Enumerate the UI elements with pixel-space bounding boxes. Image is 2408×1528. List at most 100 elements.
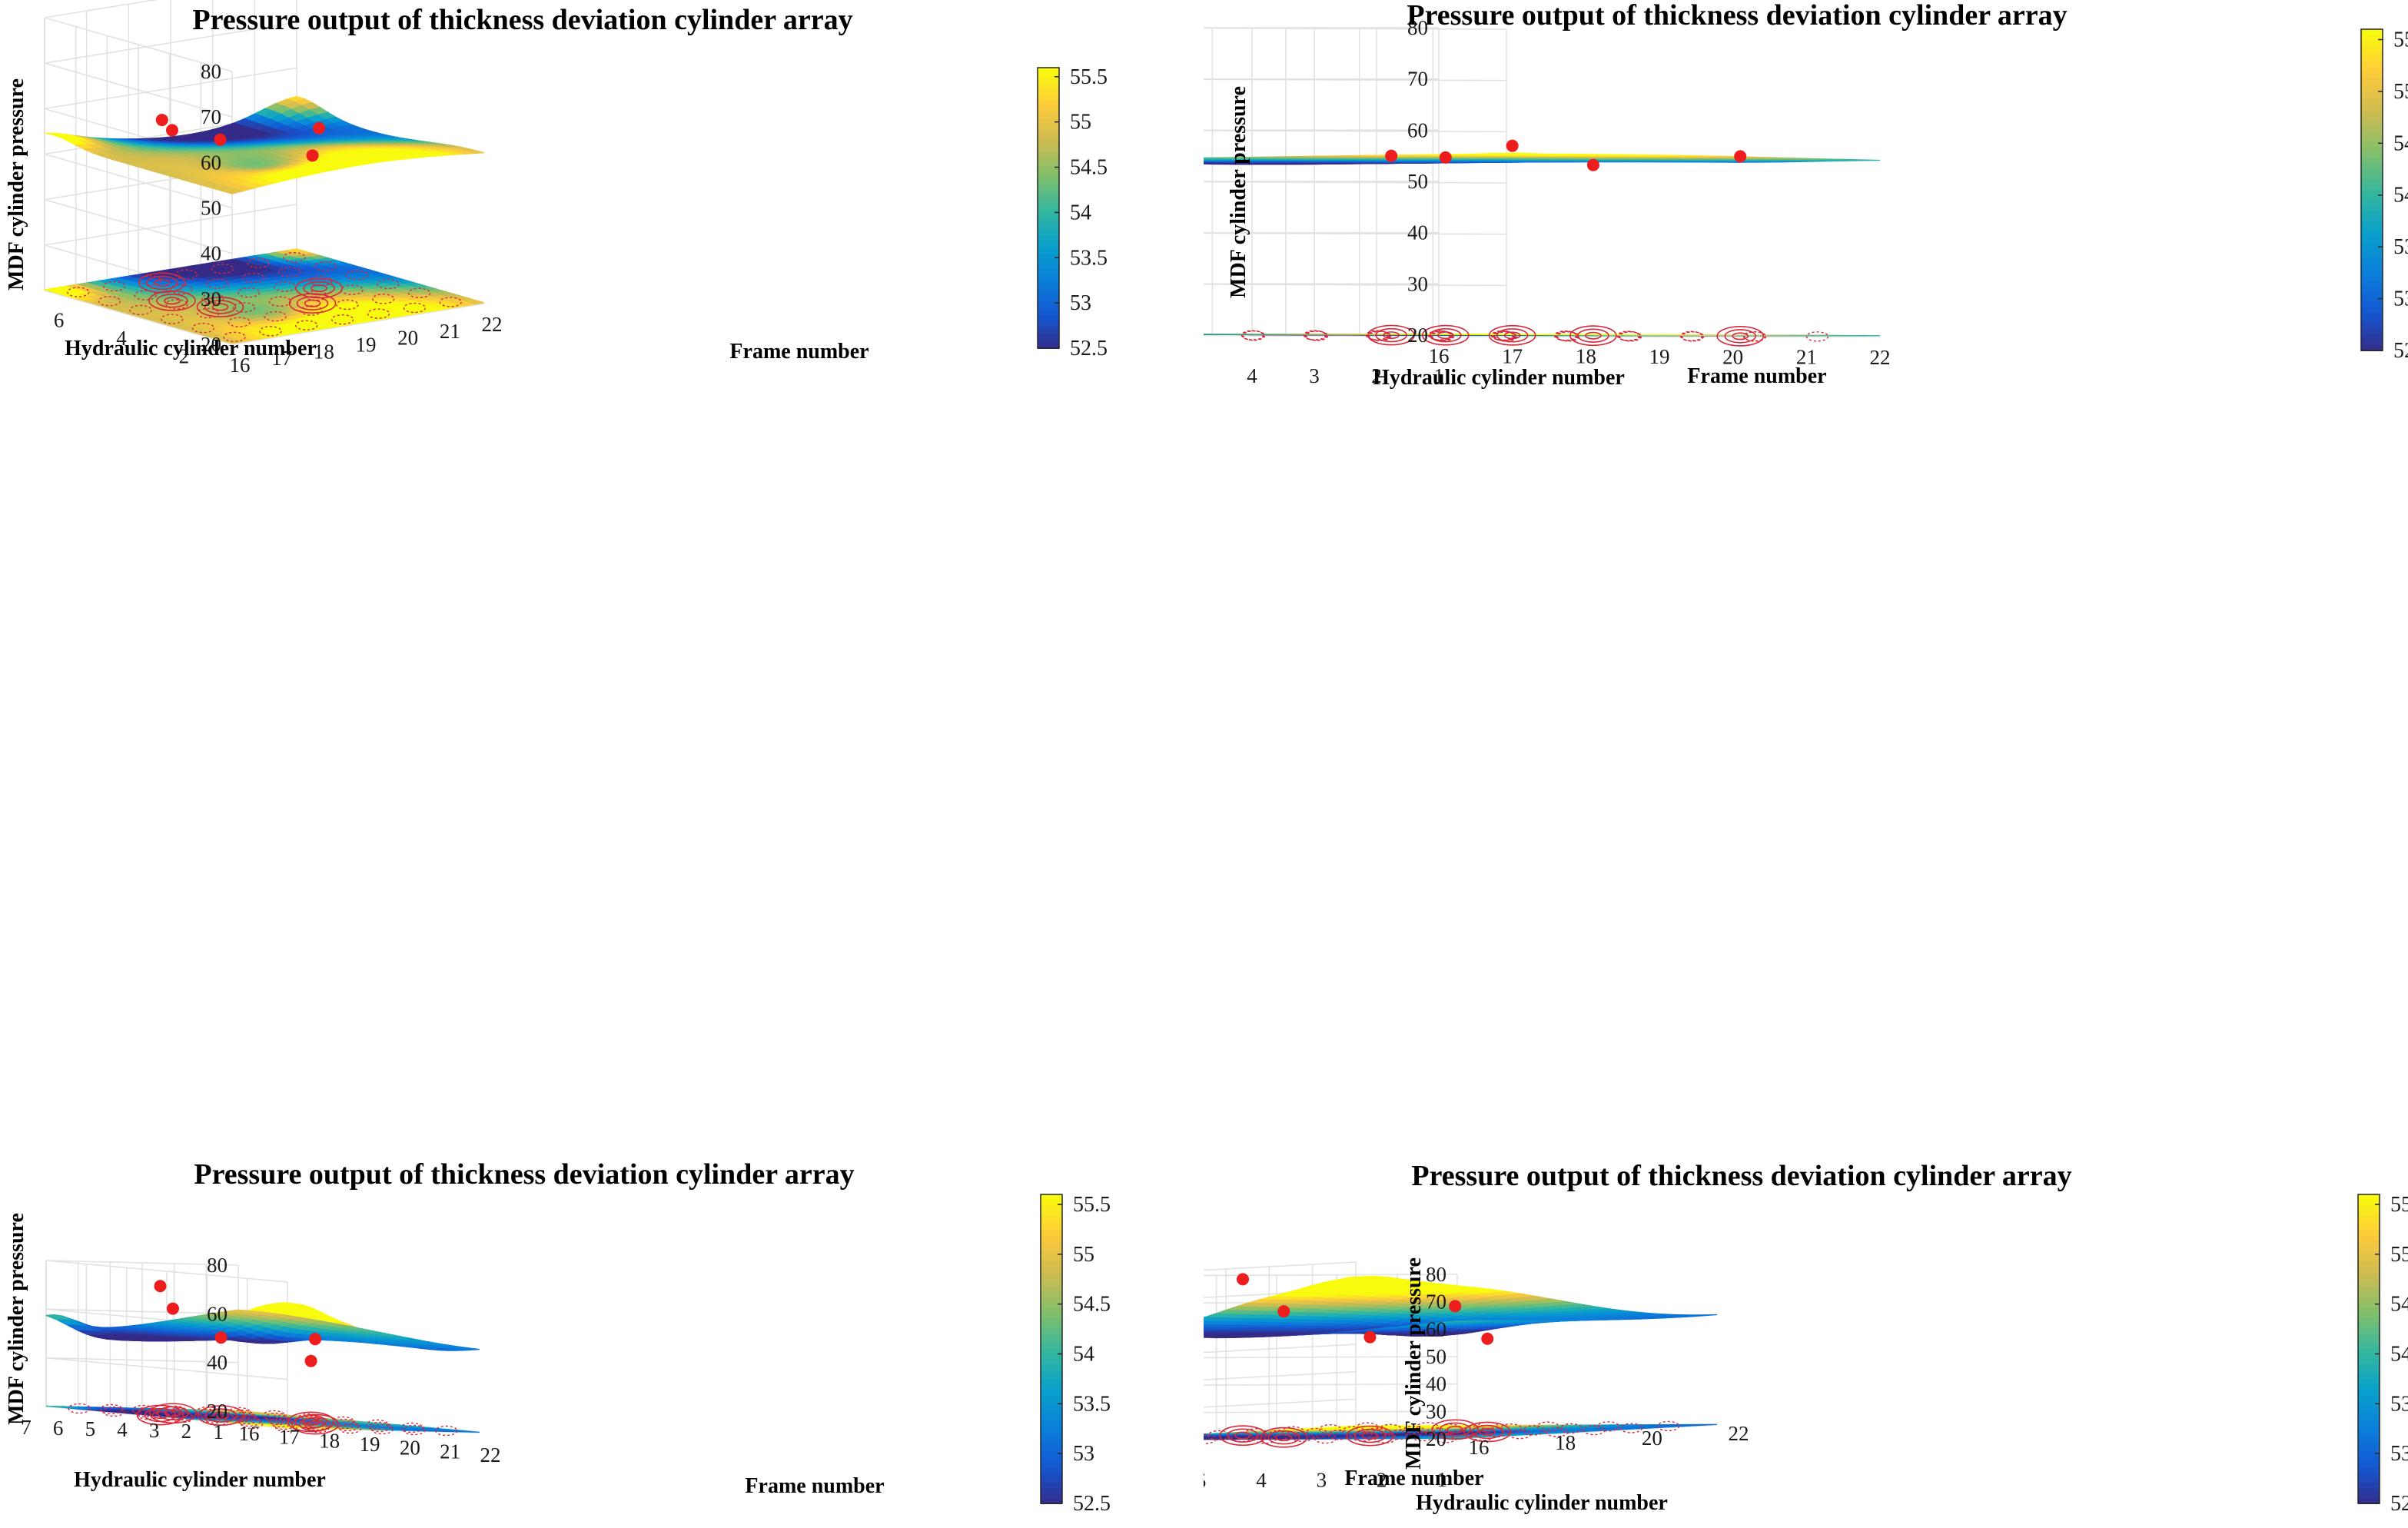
colorbar-band bbox=[1038, 306, 1059, 312]
contour-ring bbox=[1617, 331, 1641, 341]
colorbar-band bbox=[2361, 221, 2383, 228]
colorbar-tick-label: 53.5 bbox=[1073, 1392, 1111, 1416]
y-tick-label: 2 bbox=[179, 344, 190, 367]
colorbar-band bbox=[2361, 307, 2383, 314]
colorbar-band bbox=[1038, 217, 1059, 223]
colorbar-band bbox=[1041, 1487, 1062, 1494]
colorbar-band bbox=[1041, 1328, 1062, 1334]
colorbar-band bbox=[1038, 151, 1059, 158]
contour-ring-major bbox=[204, 300, 237, 314]
colorbar-band bbox=[2361, 194, 2383, 201]
contour-ring-major bbox=[144, 1407, 177, 1423]
z-tick-label: 60 bbox=[201, 151, 221, 174]
contour-ring bbox=[272, 1419, 295, 1430]
colorbar-band bbox=[1038, 329, 1059, 335]
colorbar-band bbox=[1041, 1410, 1062, 1417]
contour-ring bbox=[196, 1406, 219, 1417]
contour-ring-major bbox=[212, 1411, 230, 1420]
colorbar-band bbox=[2361, 158, 2383, 164]
contour-ring-major bbox=[1503, 331, 1521, 340]
colorbar-band bbox=[1041, 1307, 1062, 1314]
colorbar-band bbox=[1041, 1323, 1062, 1330]
contour-ring bbox=[1536, 1421, 1559, 1432]
contour-ring-major bbox=[1479, 1427, 1496, 1436]
contour-ring bbox=[211, 264, 234, 274]
contour-ring-major bbox=[1496, 328, 1529, 343]
contour-ring bbox=[1365, 330, 1389, 340]
contour-ring bbox=[1583, 1424, 1606, 1436]
contour-ring bbox=[98, 296, 121, 307]
colorbar-band bbox=[1041, 1384, 1062, 1391]
contour-ring bbox=[1494, 331, 1518, 342]
contour-ring bbox=[131, 1404, 155, 1416]
colorbar-band bbox=[1041, 1230, 1062, 1237]
chart-panel-bottom-left: 20 40 60 80 16 17 18 19 20 21 22 7 6 5 4 3 2 1 MDF cylinde… bbox=[0, 764, 1204, 1528]
y-axis-label: Hydraulic cylinder number bbox=[1373, 366, 1625, 390]
colorbar-band bbox=[2361, 313, 2383, 320]
colorbar-band bbox=[2361, 66, 2383, 73]
gridline-y bbox=[141, 1263, 384, 1431]
contour-ring bbox=[336, 299, 359, 311]
contour-ring bbox=[278, 267, 301, 277]
contour-ring bbox=[403, 302, 427, 314]
contour-ring-major bbox=[304, 299, 321, 307]
z-tick-label: 30 bbox=[1407, 272, 1428, 295]
colorbar-band bbox=[2361, 270, 2383, 277]
contour-ring bbox=[309, 275, 333, 287]
data-point bbox=[1586, 158, 1599, 171]
colorbar-band bbox=[2361, 136, 2383, 143]
colorbar-tick-label: 53 bbox=[1073, 1442, 1094, 1466]
colorbar-band bbox=[2361, 200, 2383, 207]
colorbar-band bbox=[2361, 345, 2383, 351]
contour-ring-major bbox=[1488, 324, 1536, 346]
contour-ring bbox=[240, 1418, 264, 1430]
contour-ring bbox=[273, 281, 297, 292]
contour-ring-major bbox=[296, 296, 329, 311]
contour-ring-major bbox=[287, 1411, 335, 1433]
y-tick-label: 3 bbox=[1309, 364, 1320, 387]
contour-ring bbox=[231, 1409, 254, 1420]
colorbar-band bbox=[1041, 1436, 1062, 1443]
colorbar-frame bbox=[2360, 28, 2383, 351]
colorbar-band bbox=[2361, 163, 2383, 170]
contour-ring-major bbox=[1569, 325, 1617, 347]
colorbar-band bbox=[1038, 156, 1059, 162]
contour-ring-major bbox=[196, 297, 244, 317]
contour-ring bbox=[1680, 331, 1704, 342]
colorbar bbox=[1040, 1194, 1063, 1504]
contour-ring bbox=[1619, 331, 1642, 342]
contour-ring bbox=[1681, 331, 1705, 342]
contour-ring-major bbox=[294, 1414, 327, 1430]
x-tick-label: 22 bbox=[482, 313, 503, 336]
colorbar-band bbox=[2361, 302, 2383, 309]
colorbar-tick-label: 55.5 bbox=[1073, 1193, 1111, 1217]
colorbar-tick-label: 53 bbox=[1070, 291, 1091, 315]
z-tick-label: 20 bbox=[207, 1400, 228, 1423]
contour-ring-major bbox=[1431, 1419, 1480, 1440]
x-tick-label: 17 bbox=[279, 1426, 300, 1449]
colorbar-band bbox=[1041, 1405, 1062, 1412]
colorbar-band bbox=[1041, 1277, 1062, 1283]
colorbar-band bbox=[1038, 198, 1059, 204]
chart-panel-top-left: 20 30 40 50 60 70 80 16 17 18 19 20 21 22 2 4 6 MDF cylin… bbox=[0, 0, 1204, 764]
colorbar-band bbox=[1038, 68, 1059, 74]
y-tick-label: 4 bbox=[116, 327, 127, 350]
z-tick-label: 40 bbox=[207, 1351, 228, 1374]
colorbar-band bbox=[1038, 147, 1059, 153]
colorbar-band bbox=[1038, 81, 1059, 88]
y-tick-label: 6 bbox=[54, 309, 65, 332]
y-tick-label: 7 bbox=[21, 1416, 32, 1439]
contour-ring-major bbox=[1219, 1425, 1267, 1447]
colorbar-frame bbox=[1037, 67, 1060, 349]
colorbar-band bbox=[1041, 1256, 1062, 1263]
z-axis-label: MDF cylinder pressure bbox=[5, 78, 28, 291]
x-tick-label: 17 bbox=[1502, 344, 1523, 367]
contour-ring bbox=[206, 278, 229, 289]
colorbar-band bbox=[1038, 324, 1059, 331]
data-point bbox=[166, 1302, 179, 1315]
contour-ring-major bbox=[1353, 1428, 1387, 1443]
y-tick-label: 2 bbox=[1371, 364, 1382, 387]
contour-rings bbox=[67, 251, 462, 343]
colorbar-band bbox=[1041, 1220, 1062, 1227]
contour-ring bbox=[274, 1421, 298, 1433]
